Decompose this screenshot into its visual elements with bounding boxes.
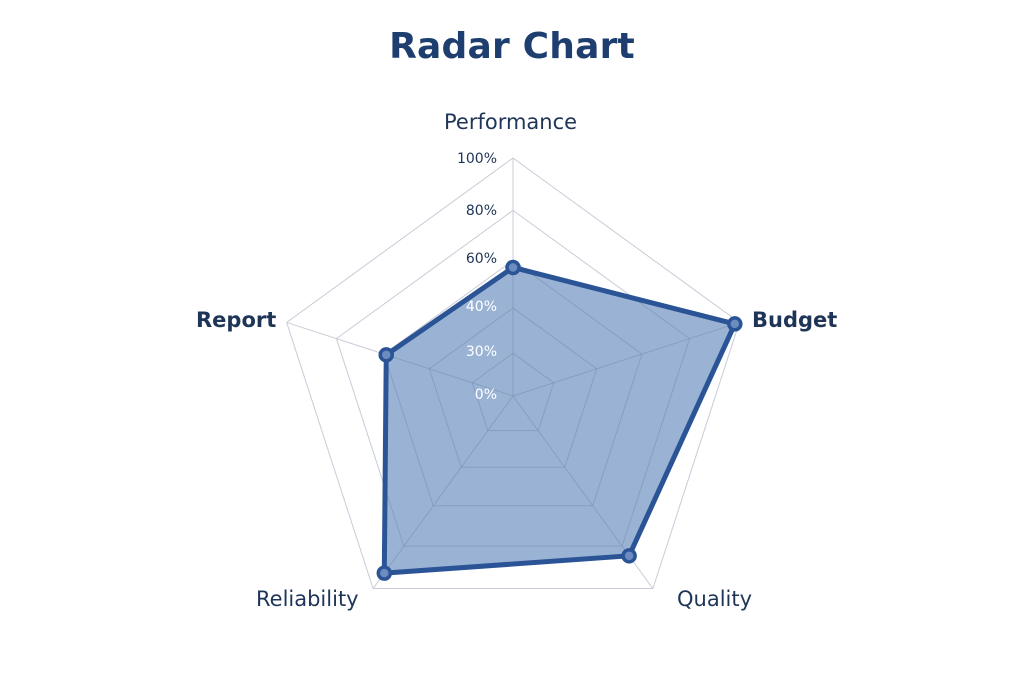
- grid-ring-inner: [471, 352, 555, 432]
- tick-label-40: 40%: [465, 299, 497, 315]
- tick-label-80: 80%: [465, 203, 497, 219]
- data-area: [384, 267, 735, 574]
- grid-spoke-inner: [384, 321, 514, 397]
- data-area-fill: [384, 267, 735, 574]
- tick-label-30: 30%: [465, 344, 497, 360]
- grid-ring-inner: [384, 267, 691, 547]
- tick-label-100: 100%: [456, 151, 497, 167]
- data-outline: [381, 264, 738, 576]
- data-point-performance: [505, 259, 521, 276]
- data-point-budget: [727, 316, 743, 332]
- grid-spoke-inner: [384, 395, 514, 574]
- axis-label-budget: Budget: [752, 308, 838, 332]
- axis-label-performance: Performance: [444, 110, 578, 134]
- data-point-reliability: [376, 565, 393, 581]
- axis-label-quality: Quality: [677, 587, 753, 611]
- axis-label-report: Report: [196, 308, 277, 332]
- tick-label-60: 60%: [465, 251, 497, 267]
- chart-title: Radar Chart: [389, 26, 635, 67]
- data-point-quality: [621, 548, 637, 564]
- grid-ring: [286, 157, 740, 590]
- grid-ring-inner: [428, 307, 598, 468]
- data-line: [381, 264, 738, 576]
- grid-spoke-inner: [512, 321, 735, 397]
- tick-label-0: 0%: [474, 387, 497, 403]
- axis-label-reliability: Reliability: [256, 587, 359, 611]
- data-markers: [376, 259, 743, 581]
- data-point-report: [378, 347, 394, 363]
